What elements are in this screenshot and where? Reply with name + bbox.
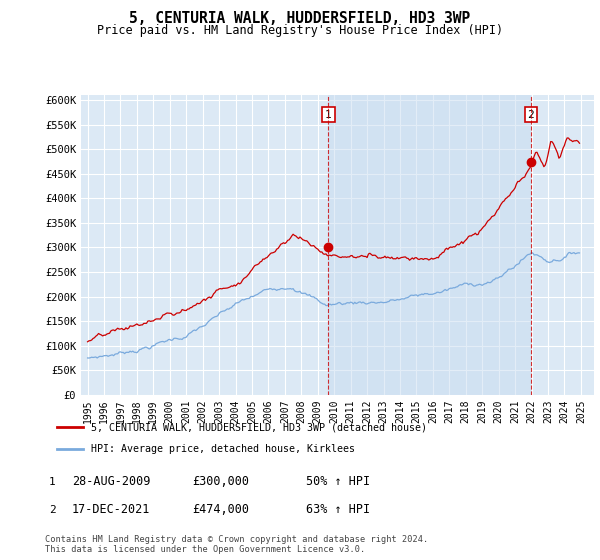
- Text: 50% ↑ HPI: 50% ↑ HPI: [306, 475, 370, 488]
- Text: HPI: Average price, detached house, Kirklees: HPI: Average price, detached house, Kirk…: [91, 444, 355, 454]
- Text: Contains HM Land Registry data © Crown copyright and database right 2024.
This d: Contains HM Land Registry data © Crown c…: [45, 535, 428, 554]
- Text: Price paid vs. HM Land Registry's House Price Index (HPI): Price paid vs. HM Land Registry's House …: [97, 24, 503, 37]
- Text: 5, CENTURIA WALK, HUDDERSFIELD, HD3 3WP: 5, CENTURIA WALK, HUDDERSFIELD, HD3 3WP: [130, 11, 470, 26]
- Text: 1: 1: [325, 110, 332, 120]
- Text: 5, CENTURIA WALK, HUDDERSFIELD, HD3 3WP (detached house): 5, CENTURIA WALK, HUDDERSFIELD, HD3 3WP …: [91, 422, 427, 432]
- Text: 63% ↑ HPI: 63% ↑ HPI: [306, 503, 370, 516]
- Bar: [328, 95, 530, 395]
- Text: 17-DEC-2021: 17-DEC-2021: [72, 503, 151, 516]
- Text: £474,000: £474,000: [192, 503, 249, 516]
- Text: £300,000: £300,000: [192, 475, 249, 488]
- Text: 28-AUG-2009: 28-AUG-2009: [72, 475, 151, 488]
- Text: 2: 2: [49, 505, 56, 515]
- Text: 1: 1: [49, 477, 56, 487]
- Text: 2: 2: [527, 110, 534, 120]
